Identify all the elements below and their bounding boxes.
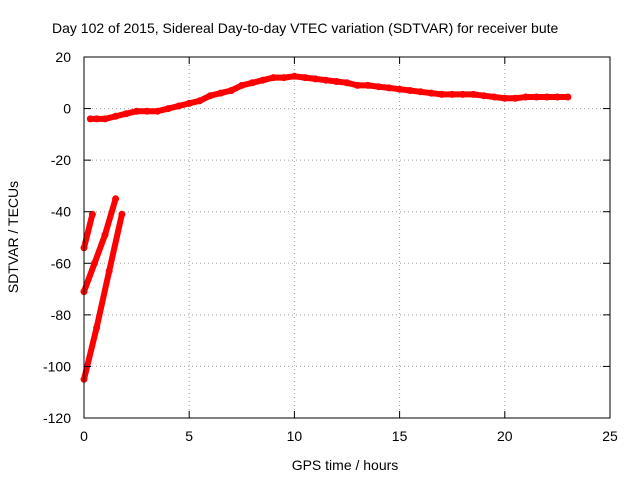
data-point <box>93 324 101 332</box>
data-point <box>175 102 183 110</box>
x-tick-label: 10 <box>287 428 303 444</box>
data-point <box>112 195 120 203</box>
data-point <box>522 93 530 101</box>
x-axis-label: GPS time / hours <box>292 457 399 473</box>
data-series-trace <box>81 211 96 251</box>
data-point <box>185 99 193 107</box>
data-point <box>459 90 467 98</box>
y-tick-label: -100 <box>43 358 71 374</box>
data-point <box>269 74 277 82</box>
data-point <box>396 85 404 93</box>
data-point <box>290 72 298 80</box>
data-point <box>322 76 330 84</box>
data-point <box>480 92 488 100</box>
data-point <box>490 93 498 101</box>
data-point <box>93 115 101 123</box>
data-point <box>91 259 98 267</box>
data-point <box>354 81 361 89</box>
data-point <box>448 90 456 98</box>
axis-ticks: 0 5 10 15 20 25 -120 -100 -80 -60 -40 -20 0 20 <box>43 49 618 444</box>
data-point <box>206 92 214 100</box>
x-tick-label: 5 <box>185 428 193 444</box>
y-tick-label: -20 <box>51 152 71 168</box>
data-point <box>553 93 561 101</box>
data-point <box>112 112 120 120</box>
data-point <box>417 88 425 96</box>
y-axis-label: SDTVAR / TECUs <box>5 181 21 293</box>
y-tick-label: -80 <box>51 307 71 323</box>
data-point <box>511 94 519 102</box>
y-tick-label: -120 <box>43 410 71 426</box>
data-point <box>88 210 96 218</box>
data-point <box>406 87 414 94</box>
data-point <box>259 76 267 84</box>
data-point <box>118 210 126 218</box>
x-tick-label: 25 <box>602 428 618 444</box>
data-point <box>469 90 477 98</box>
data-point <box>101 115 109 123</box>
data-point <box>301 74 309 82</box>
data-point <box>122 110 130 118</box>
data-point <box>133 107 141 115</box>
data-point <box>438 90 446 98</box>
grid <box>84 57 610 418</box>
data-point <box>101 231 109 239</box>
x-tick-label: 20 <box>497 428 513 444</box>
data-series-trace <box>81 195 119 295</box>
chart-title: Day 102 of 2015, Sidereal Day-to-day VTE… <box>52 20 559 36</box>
x-tick-label: 15 <box>392 428 408 444</box>
data-point <box>375 83 383 91</box>
data-point <box>143 107 151 115</box>
data-point <box>154 107 162 115</box>
data-point <box>86 115 94 123</box>
data-point <box>164 105 172 113</box>
data-point <box>311 75 319 83</box>
data-point <box>227 87 235 94</box>
data-point <box>543 93 551 101</box>
data-point <box>564 93 572 101</box>
data-series-trace <box>81 211 125 383</box>
data-point <box>501 94 509 102</box>
y-tick-label: -40 <box>51 204 71 220</box>
data-point <box>105 267 113 275</box>
data-point <box>196 97 204 105</box>
y-tick-label: 0 <box>63 101 71 117</box>
data-point <box>427 89 435 97</box>
plot-area <box>80 72 572 383</box>
data-point <box>532 93 540 101</box>
data-point <box>238 81 246 89</box>
x-tick-label: 0 <box>80 428 88 444</box>
data-point <box>248 79 256 87</box>
data-point <box>364 81 372 89</box>
data-point <box>385 84 393 92</box>
plot-frame <box>83 56 611 419</box>
data-point <box>343 79 351 87</box>
y-tick-label: 20 <box>55 49 71 65</box>
data-point <box>280 74 288 82</box>
data-point <box>333 78 340 85</box>
y-tick-label: -60 <box>51 255 71 271</box>
data-point <box>217 89 225 97</box>
